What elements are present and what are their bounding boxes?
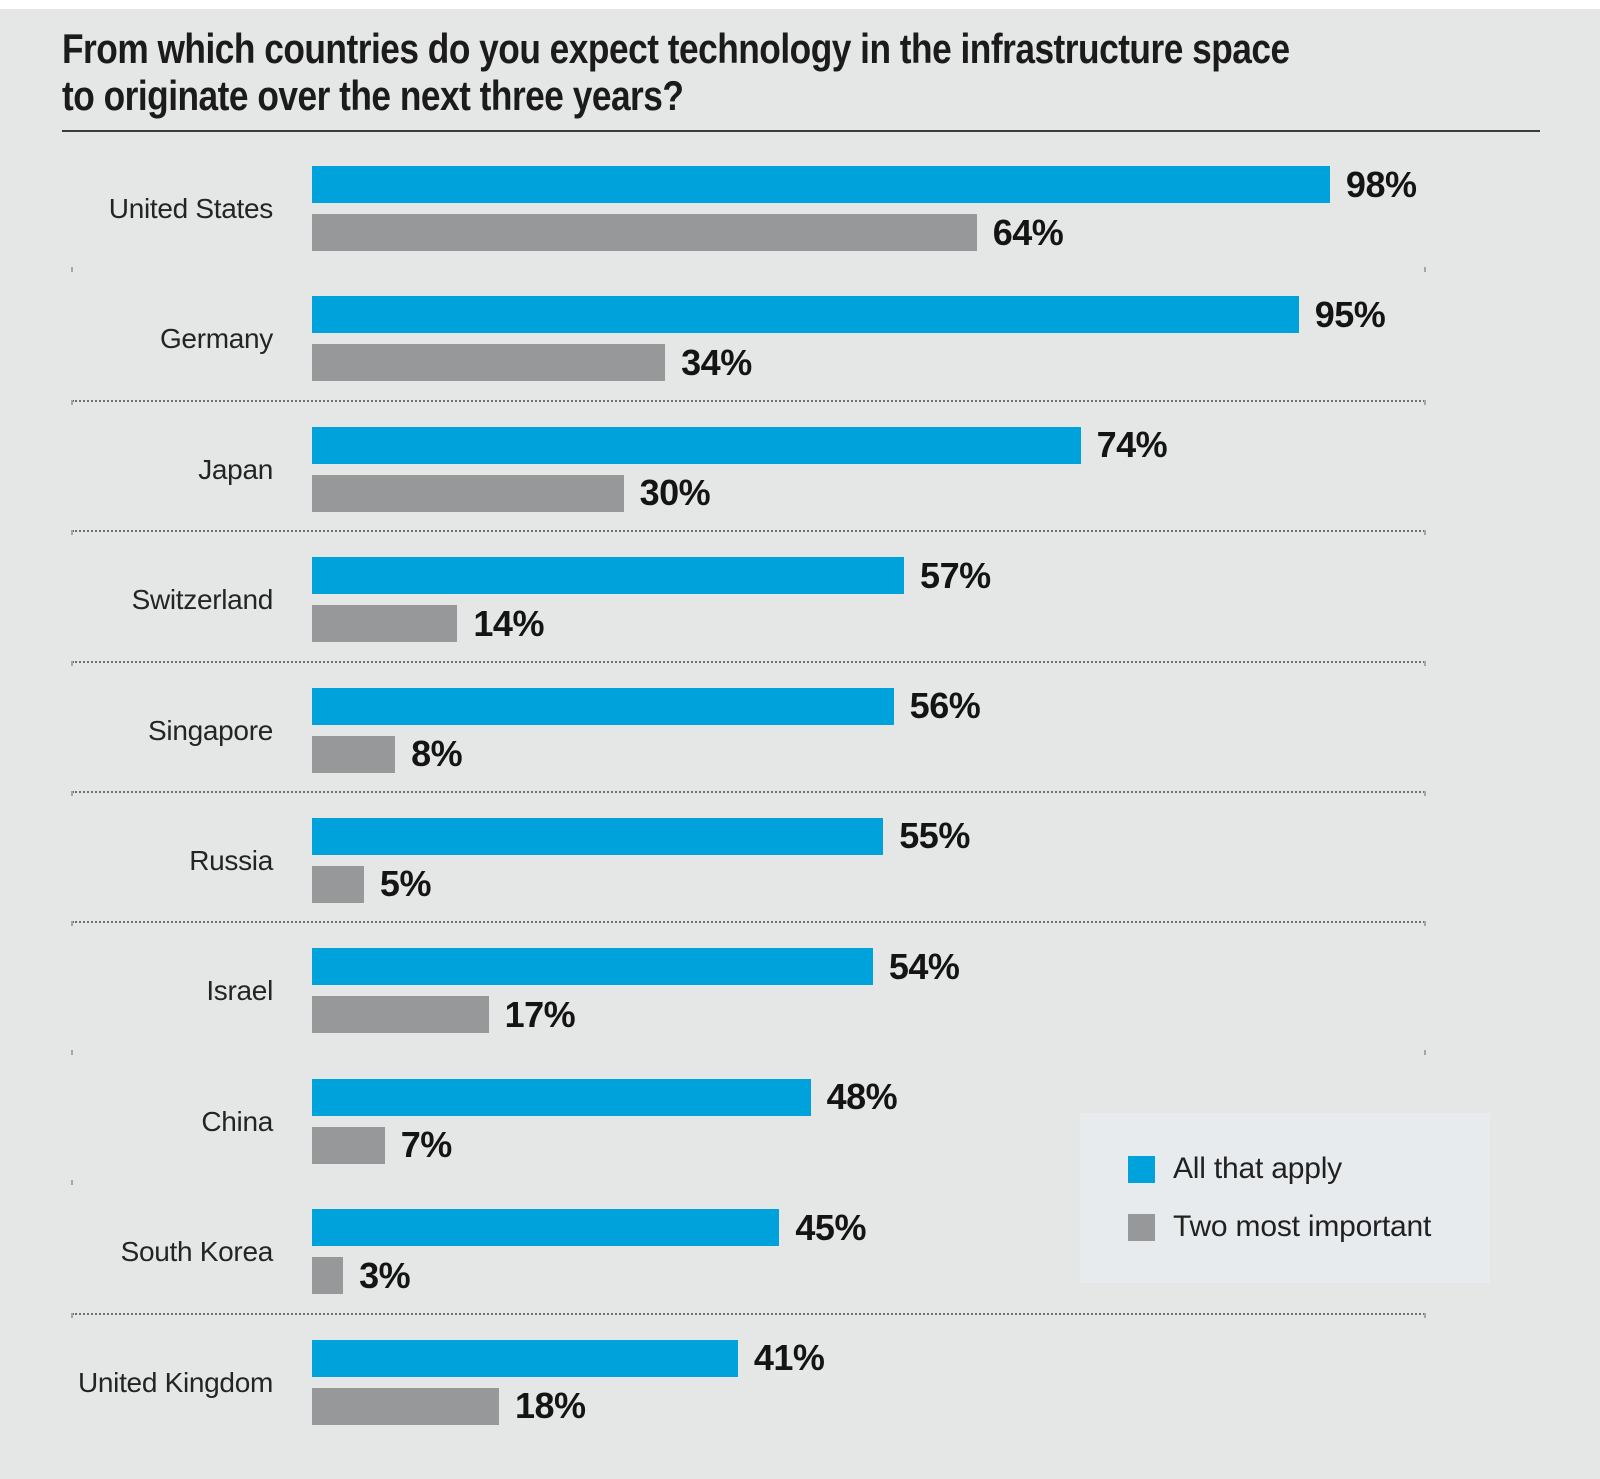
separator-tick [1424,530,1426,536]
value-label-all-that-apply: 48% [826,1076,898,1118]
bar-all-that-apply [312,426,1081,464]
separator-tick [71,1049,73,1055]
value-label-all-that-apply: 98% [1345,163,1417,205]
bar-all-that-apply [312,687,894,725]
country-label: China [201,1105,273,1137]
country-label: United Kingdom [77,1366,273,1398]
separator-tick [71,267,73,273]
bar-two-most-important [312,1257,344,1295]
value-label-all-that-apply: 57% [920,554,991,596]
separator-tick [1424,921,1426,927]
value-label-all-that-apply: 56% [909,685,981,727]
bar-two-most-important [312,865,364,903]
country-label: Singapore [148,714,273,746]
bar-two-most-important [312,344,666,382]
bar-two-most-important [312,474,624,512]
legend: All that apply Two most important [1080,1113,1490,1283]
chart-row: United Kingdom 41% 18% [0,1312,1600,1444]
bar-two-most-important [312,605,458,643]
value-label-all-that-apply: 74% [1096,424,1168,466]
bar-two-most-important [312,214,977,251]
chart-row: United States 98% 64% [0,140,1600,270]
legend-swatch-two-most-important [1128,1213,1155,1241]
bar-two-most-important [312,1387,499,1425]
country-label: South Korea [120,1236,274,1268]
value-label-two-most-important: 30% [639,472,711,514]
separator-tick [71,790,73,796]
bar-chart: United States 98% 64% Germany 95% 34% Japan 74%… [0,140,1600,1444]
country-label: United States [108,193,274,224]
chart-title: From which countries do you expect techn… [62,25,1290,119]
bar-two-most-important [312,996,489,1034]
bar-all-that-apply [312,1339,738,1377]
separator-tick [71,660,73,666]
bar-all-that-apply [312,557,905,595]
legend-item-all-that-apply: All that apply [1128,1152,1490,1186]
row-separator [71,921,1426,927]
value-label-two-most-important: 34% [681,341,752,383]
chart-row: Switzerland 57% 14% [0,530,1600,661]
value-label-two-most-important: 3% [359,1254,411,1296]
country-label: Israel [206,975,273,1007]
country-label: Switzerland [131,584,274,616]
chart-row: South Korea 45% 3% [0,1180,1600,1313]
value-label-two-most-important: 17% [504,993,576,1035]
chart-row: China 48% 7% [0,1049,1600,1183]
separator-tick [1424,267,1426,273]
chart-row: Germany 95% 34% [0,267,1600,400]
bar-all-that-apply [312,166,1330,203]
chart-row: Russia 55% 5% [0,790,1600,922]
country-label: Japan [198,453,273,485]
chart-row: Israel 54% 17% [0,921,1600,1052]
country-label: Russia [189,844,273,876]
chart-title-line-1: From which countries do you expect techn… [62,25,1290,72]
row-separator [71,790,1426,796]
bar-two-most-important [312,735,396,773]
separator-tick [1424,1312,1426,1318]
separator-tick [71,399,73,405]
chart-panel: From which countries do you expect techn… [0,9,1600,1479]
value-label-all-that-apply: 45% [795,1206,866,1248]
separator-tick [1424,790,1426,796]
legend-label-all-that-apply: All that apply [1173,1152,1342,1185]
row-separator [71,660,1426,666]
separator-tick [71,530,73,536]
bar-two-most-important [312,1126,385,1164]
bar-all-that-apply [312,1078,811,1116]
bar-all-that-apply [312,296,1299,334]
country-label: Germany [159,323,273,355]
separator-tick [1424,1049,1426,1055]
row-separator [71,1312,1426,1318]
row-separator [71,530,1426,536]
legend-label-two-most-important: Two most important [1173,1210,1432,1243]
chart-row: Singapore 56% 8% [0,660,1600,792]
value-label-all-that-apply: 55% [899,815,970,857]
separator-tick [71,921,73,927]
value-label-two-most-important: 64% [992,211,1064,253]
bar-all-that-apply [312,1209,780,1247]
separator-tick [1424,660,1426,666]
bar-all-that-apply [312,948,873,986]
separator-tick [1424,399,1426,405]
value-label-two-most-important: 5% [379,863,432,905]
value-label-all-that-apply: 95% [1314,293,1386,335]
value-label-all-that-apply: 54% [888,945,960,987]
separator-tick [71,1180,73,1186]
value-label-two-most-important: 18% [514,1385,586,1427]
separator-tick [71,1312,73,1318]
row-separator [71,399,1426,405]
chart-title-line-2: to originate over the next three years? [62,72,684,119]
title-rule [62,130,1540,132]
value-label-all-that-apply: 41% [753,1337,825,1379]
legend-swatch-all-that-apply [1128,1155,1155,1183]
value-label-two-most-important: 14% [473,602,544,644]
legend-item-two-most-important: Two most important [1128,1210,1490,1244]
value-label-two-most-important: 7% [400,1124,453,1166]
chart-row: Japan 74% 30% [0,399,1600,531]
value-label-two-most-important: 8% [411,733,463,775]
bar-all-that-apply [312,817,884,855]
